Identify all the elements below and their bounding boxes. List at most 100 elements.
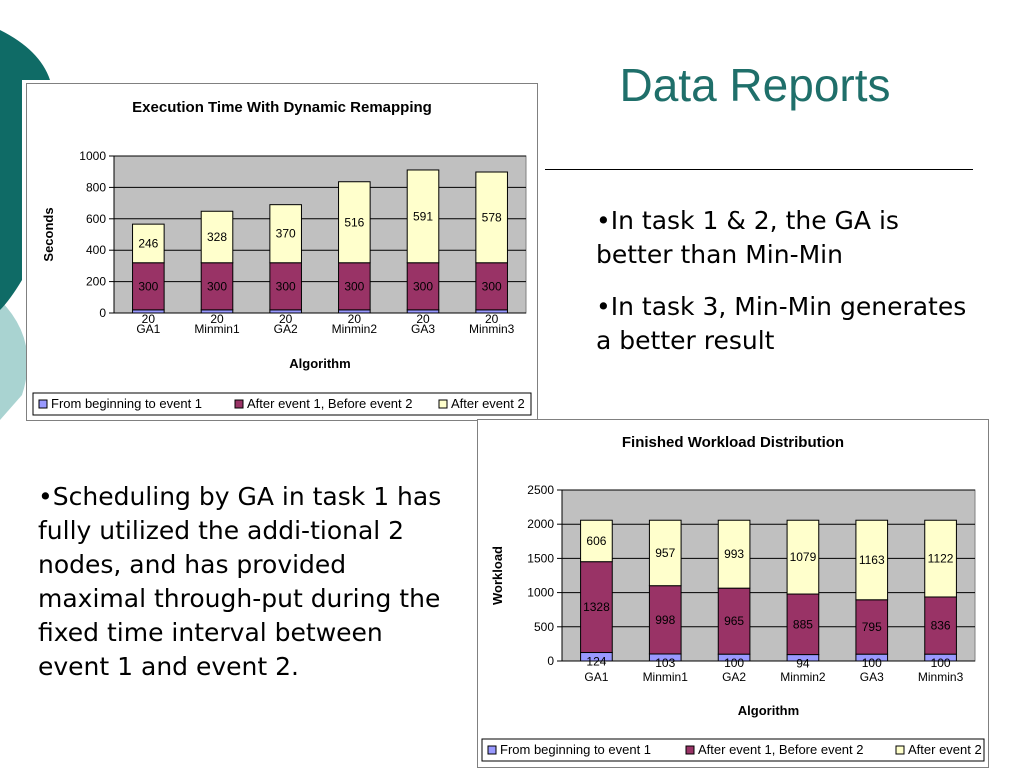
legend-entry: After event 2 <box>908 742 982 757</box>
legend-entry: After event 2 <box>451 396 525 411</box>
data-label: 328 <box>207 230 227 244</box>
legend-entry: After event 1, Before event 2 <box>698 742 864 757</box>
slide-title: Data Reports <box>619 59 891 111</box>
bar-segment <box>717 587 751 655</box>
bar-segment <box>338 181 371 264</box>
data-label: 20 <box>279 312 293 326</box>
bar-segment <box>200 210 234 264</box>
legend-swatch <box>438 399 448 409</box>
legend-swatch <box>685 745 695 755</box>
data-label: 578 <box>482 210 502 224</box>
y-tick-label: 1000 <box>527 586 554 600</box>
bar-segment <box>269 262 302 311</box>
bar-segment <box>648 519 682 587</box>
data-label: 1122 <box>928 552 954 566</box>
data-label: 993 <box>724 547 744 561</box>
bar-segment <box>338 262 371 311</box>
data-label: 100 <box>931 656 951 670</box>
data-label: 20 <box>485 312 499 326</box>
x-tick-label: Minmin2 <box>332 322 378 336</box>
legend-entry: After event 1, Before event 2 <box>247 396 413 411</box>
data-label: 20 <box>142 312 156 326</box>
bar-segment <box>717 519 751 589</box>
finished-workload-chart: Finished Workload Distribution 0 500 1000 15… <box>477 419 989 768</box>
x-tick-label: Minmin1 <box>643 670 689 684</box>
data-label: 20 <box>348 312 362 326</box>
legend-entry: From beginning to event 1 <box>51 396 202 411</box>
y-tick-label: 800 <box>86 180 106 194</box>
bar-segment <box>580 519 613 563</box>
y-tick-label: 2500 <box>527 483 554 497</box>
deco-light-shape <box>0 300 28 420</box>
data-label: 300 <box>138 279 158 293</box>
bar-segment <box>786 593 820 656</box>
deco-dark-shape <box>0 30 50 310</box>
data-label: 965 <box>724 614 744 628</box>
data-label: 94 <box>796 657 810 671</box>
y-tick-label: 400 <box>86 243 106 257</box>
x-tick-label: GA3 <box>411 322 435 336</box>
bar-segment <box>475 262 508 311</box>
chart-svg: Finished Workload Distribution 0 500 1000 15… <box>481 434 985 762</box>
data-label: 100 <box>724 656 744 670</box>
legend-swatch <box>38 399 48 409</box>
x-tick-label: Minmin3 <box>918 670 964 684</box>
data-label: 591 <box>413 209 433 223</box>
x-tick-label: Minmin2 <box>780 670 826 684</box>
data-label: 1328 <box>583 600 610 614</box>
x-tick-label: GA2 <box>274 322 298 336</box>
data-label: 246 <box>138 236 158 250</box>
bar-segment <box>132 223 165 264</box>
bar-segment <box>924 519 957 598</box>
plot-area <box>113 155 527 314</box>
data-label: 20 <box>210 312 224 326</box>
y-tick-label: 200 <box>86 275 106 289</box>
data-label: 998 <box>655 613 675 627</box>
x-tick-label: Minmin1 <box>194 322 240 336</box>
left-bullet-list: •Scheduling by GA in task 1 has fully ut… <box>38 480 458 684</box>
legend-box <box>32 392 532 416</box>
data-label: 300 <box>344 279 364 293</box>
y-tick-label: 2000 <box>527 517 554 531</box>
execution-time-chart: Execution Time With Dynamic Remapping 0 20… <box>26 83 538 421</box>
data-label: 300 <box>482 279 502 293</box>
chart-title: Finished Workload Distribution <box>622 434 844 451</box>
bar-segment <box>855 599 889 655</box>
y-tick-label: 1500 <box>527 551 554 565</box>
data-label: 836 <box>931 619 951 633</box>
data-label: 957 <box>655 546 675 560</box>
bar-segment <box>406 262 440 311</box>
x-axis-label: Algorithm <box>289 356 350 371</box>
bar-segment <box>406 169 440 264</box>
bar-segment <box>132 262 165 311</box>
bullet-task12: •In task 1 & 2, the GA is better than Mi… <box>596 206 899 269</box>
data-label: 300 <box>413 279 433 293</box>
legend-box <box>481 738 985 762</box>
y-axis-label: Seconds <box>41 207 56 261</box>
y-axis-label: Workload <box>490 546 505 605</box>
y-tick-label: 600 <box>86 212 106 226</box>
bar-segment <box>786 519 820 595</box>
bullet-scheduling-ga: •Scheduling by GA in task 1 has fully ut… <box>38 482 442 681</box>
legend-swatch <box>234 399 244 409</box>
bar-segment <box>475 171 508 264</box>
data-label: 20 <box>416 312 430 326</box>
data-label: 100 <box>862 656 882 670</box>
y-tick-label: 500 <box>534 620 554 634</box>
bar-segment <box>855 519 889 601</box>
data-label: 300 <box>276 279 296 293</box>
data-label: 124 <box>586 655 606 669</box>
legend-entry: From beginning to event 1 <box>500 742 651 757</box>
x-tick-label: GA3 <box>860 670 884 684</box>
bar-segment <box>924 596 957 655</box>
data-label: 300 <box>207 279 227 293</box>
x-tick-label: Minmin3 <box>469 322 515 336</box>
bar-segment <box>269 204 302 264</box>
legend-swatch <box>895 745 905 755</box>
left-decoration <box>0 0 60 420</box>
bullet-task3: •In task 3, Min-Min generates a better r… <box>596 292 967 355</box>
data-label: 103 <box>655 656 675 670</box>
y-tick-label: 1000 <box>79 149 106 163</box>
data-label: 1163 <box>859 553 885 567</box>
data-label: 606 <box>586 534 606 548</box>
